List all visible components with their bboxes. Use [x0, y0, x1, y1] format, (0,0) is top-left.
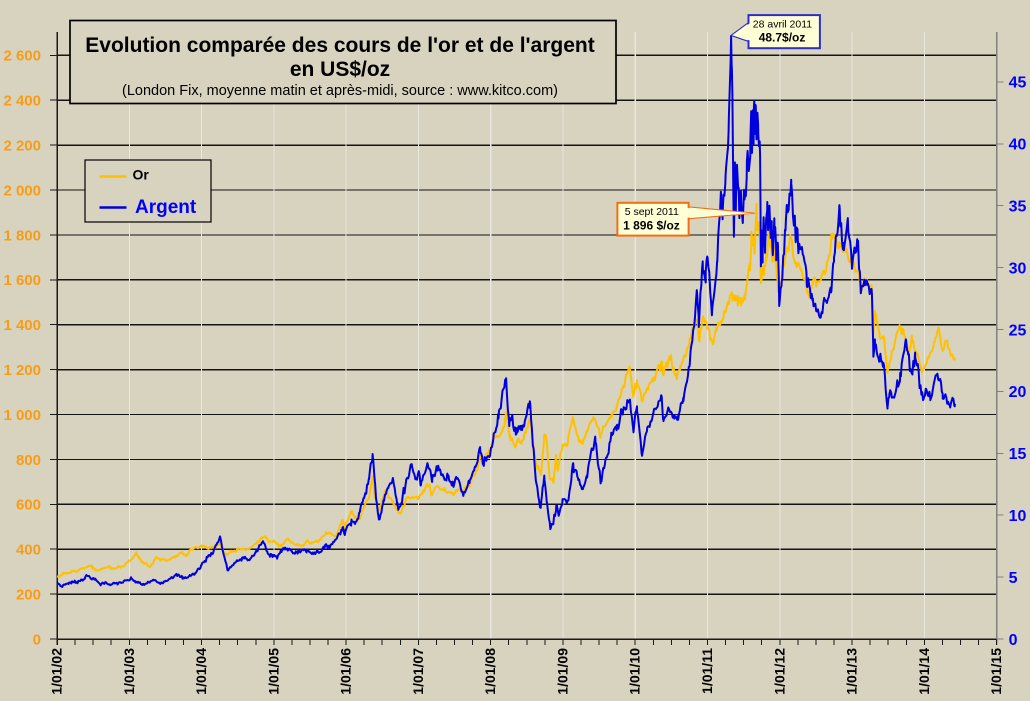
svg-text:Evolution comparée des cours d: Evolution comparée des cours de l'or et … [85, 34, 594, 57]
svg-text:1 000: 1 000 [3, 407, 41, 424]
svg-text:1/01/05: 1/01/05 [265, 648, 281, 695]
svg-text:Argent: Argent [135, 197, 197, 218]
svg-text:10: 10 [1009, 508, 1027, 525]
svg-text:1/01/13: 1/01/13 [844, 648, 860, 695]
svg-text:20: 20 [1009, 384, 1027, 401]
svg-text:1/01/10: 1/01/10 [627, 648, 643, 695]
svg-text:2 200: 2 200 [3, 138, 41, 155]
svg-text:800: 800 [16, 452, 41, 469]
svg-text:1/01/02: 1/01/02 [49, 648, 65, 695]
svg-text:40: 40 [1009, 137, 1027, 154]
svg-text:25: 25 [1009, 322, 1027, 339]
svg-text:1/01/14: 1/01/14 [916, 648, 932, 695]
svg-text:200: 200 [16, 587, 41, 604]
svg-text:1/01/09: 1/01/09 [554, 648, 570, 695]
svg-text:1 800: 1 800 [3, 227, 41, 244]
svg-text:2 000: 2 000 [3, 182, 41, 199]
svg-text:45: 45 [1009, 75, 1027, 92]
svg-text:1/01/07: 1/01/07 [410, 648, 426, 695]
svg-text:5: 5 [1009, 570, 1018, 587]
svg-text:2 400: 2 400 [3, 93, 41, 110]
svg-text:1 600: 1 600 [3, 272, 41, 289]
svg-text:2 600: 2 600 [3, 48, 41, 65]
svg-text:35: 35 [1009, 199, 1027, 216]
svg-text:1/01/08: 1/01/08 [482, 648, 498, 695]
svg-text:1/01/06: 1/01/06 [338, 648, 354, 695]
svg-text:15: 15 [1009, 446, 1027, 463]
svg-text:1/01/15: 1/01/15 [988, 648, 1004, 695]
svg-text:400: 400 [16, 542, 41, 559]
svg-text:0: 0 [33, 631, 41, 648]
svg-text:1 896 $/oz: 1 896 $/oz [623, 219, 680, 233]
svg-text:30: 30 [1009, 260, 1027, 277]
svg-text:1/01/12: 1/01/12 [771, 648, 787, 695]
svg-text:28 avril 2011: 28 avril 2011 [753, 19, 813, 31]
svg-text:0: 0 [1009, 632, 1018, 649]
svg-text:48.7$/oz: 48.7$/oz [759, 31, 806, 45]
svg-text:1/01/04: 1/01/04 [193, 648, 209, 695]
svg-text:1 400: 1 400 [3, 317, 41, 334]
svg-text:1 200: 1 200 [3, 362, 41, 379]
svg-text:1/01/03: 1/01/03 [121, 648, 137, 695]
svg-text:1/01/11: 1/01/11 [699, 648, 715, 694]
svg-text:600: 600 [16, 497, 41, 514]
svg-text:en US$/oz: en US$/oz [290, 58, 390, 81]
svg-text:(London Fix, moyenne matin et: (London Fix, moyenne matin et après-midi… [122, 83, 558, 99]
svg-text:Or: Or [133, 167, 150, 183]
svg-text:5 sept 2011: 5 sept 2011 [625, 206, 679, 218]
